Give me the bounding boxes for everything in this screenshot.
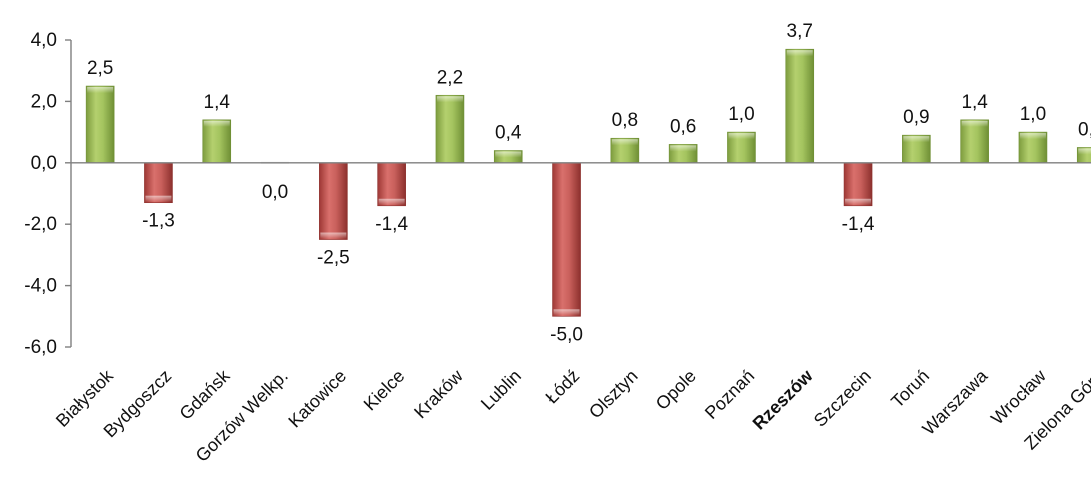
data-label: 0,4 — [495, 123, 522, 144]
bar — [319, 162, 348, 240]
category-label: Poznań — [701, 366, 758, 423]
category-label: Szczecin — [810, 366, 875, 431]
data-label: -1,4 — [375, 214, 408, 235]
category-label: Toruń — [887, 366, 933, 412]
bar-bevel — [611, 139, 638, 146]
y-tick-label: -2,0 — [24, 214, 57, 235]
bar — [785, 48, 815, 164]
bar-group — [843, 162, 873, 207]
category-label: Gdańsk — [176, 365, 235, 424]
category-label: Kraków — [410, 365, 467, 422]
bar-group — [960, 119, 989, 164]
data-label: 1,4 — [961, 92, 988, 113]
bar-group — [144, 162, 173, 204]
bar-group — [668, 144, 698, 164]
category-label: Łódź — [542, 366, 584, 408]
bar-bevel — [203, 120, 230, 127]
bar-bevel — [728, 133, 755, 140]
bar-group — [319, 162, 348, 240]
category-label: Kielce — [360, 366, 409, 415]
bar-group — [727, 131, 756, 164]
y-tick-label: 2,0 — [31, 91, 57, 112]
bar-bevel — [1078, 148, 1091, 155]
bar-bevel — [145, 195, 172, 202]
data-label: 2,2 — [437, 67, 463, 88]
bar-bevel — [436, 96, 463, 103]
bar-group — [202, 119, 232, 164]
y-tick-label: 4,0 — [31, 30, 57, 51]
bar-bevel — [903, 136, 930, 143]
bars-layer — [85, 48, 1091, 317]
axis-layer: 4,0 2,0 0,0 -2,0 -4,0 -6,0 — [24, 30, 1091, 358]
bar-bevel — [961, 120, 988, 127]
bar-bevel — [1019, 133, 1046, 140]
bar-bevel — [87, 87, 114, 94]
bar — [202, 119, 232, 164]
category-label: Katowice — [284, 366, 350, 432]
data-label: 0,0 — [262, 182, 288, 203]
bar — [435, 94, 465, 164]
y-tick-label: 0,0 — [31, 153, 57, 174]
bar-group — [785, 48, 815, 164]
data-label: 0,6 — [670, 116, 696, 137]
y-tick-label: -4,0 — [24, 276, 57, 297]
bar-group — [902, 134, 931, 164]
data-label: -2,5 — [317, 248, 350, 269]
bar — [85, 85, 115, 164]
bar-group — [1018, 131, 1048, 164]
data-label: 0,9 — [903, 107, 929, 128]
category-label: Rzeszów — [749, 365, 818, 434]
data-label: 2,5 — [87, 58, 113, 79]
bar-bevel — [670, 145, 697, 152]
bar-bevel — [553, 309, 580, 316]
data-label: -1,4 — [842, 214, 875, 235]
y-tick-label: -6,0 — [24, 337, 57, 358]
bar-group — [610, 137, 640, 164]
category-label: Opole — [652, 366, 700, 414]
bar-bevel — [845, 198, 872, 205]
category-label: Olsztyn — [585, 366, 642, 423]
bar-group — [552, 162, 581, 317]
bar-bevel — [320, 232, 347, 239]
bar — [552, 162, 581, 317]
data-label: 0,8 — [612, 110, 638, 131]
bar — [843, 162, 873, 207]
bar-bevel — [495, 151, 522, 158]
data-label: 3,7 — [787, 21, 813, 42]
bar-group — [493, 150, 523, 164]
data-label: 1,4 — [204, 92, 231, 113]
bar-group — [1076, 147, 1091, 164]
bar-group — [85, 85, 115, 164]
data-label: -5,0 — [550, 324, 583, 345]
data-label: 1,0 — [728, 104, 754, 125]
category-label: Lublin — [477, 366, 525, 414]
bar-group — [435, 94, 465, 164]
bar-bevel — [378, 198, 405, 205]
data-label: 0,5 — [1078, 119, 1091, 140]
bar — [377, 162, 406, 207]
bar-group — [377, 162, 406, 207]
data-label: 1,0 — [1020, 104, 1046, 125]
bar-bevel — [786, 50, 813, 57]
category-label: Warszawa — [918, 365, 992, 439]
data-label: -1,3 — [142, 211, 175, 232]
